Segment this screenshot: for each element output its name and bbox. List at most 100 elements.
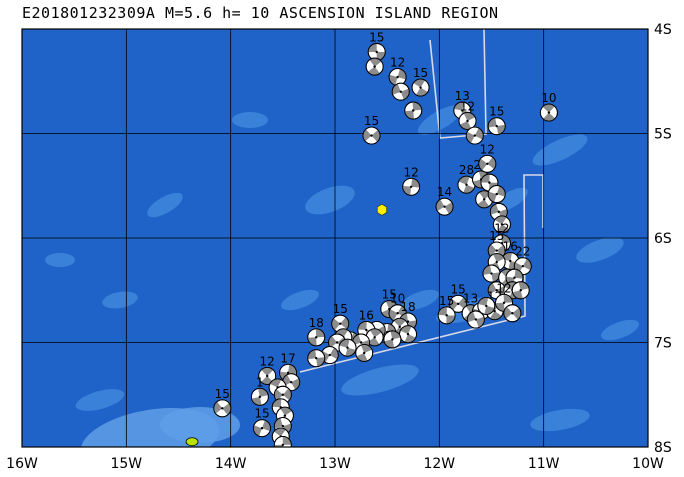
map-area: 1512151513121510121428211212151622151513… [22,29,648,447]
focal-mechanism: 15 [437,294,456,325]
latitude-tick-label: 4S [654,22,672,38]
focal-mechanism: 14 [435,185,454,216]
depth-label: 14 [437,185,452,199]
island-shape [185,437,199,447]
bathymetry-feature [417,105,463,135]
boundary-segment [299,174,544,373]
latitude-tick-label: 7S [654,336,672,352]
map-title: E201801232309A M=5.6 h= 10 ASCENSION ISL… [22,4,499,22]
focal-mechanism: 15 [362,114,381,145]
depth-label: 15 [439,294,454,308]
focal-mechanism: 12 [478,142,497,173]
focal-mechanism [391,82,410,101]
depth-label: 15 [382,288,397,302]
bathymetry-feature [102,291,138,309]
island-marker [185,437,199,447]
depth-label: 22 [515,245,530,259]
bathymetry-feature [601,319,639,341]
depth-label: 12 [480,142,495,156]
longitude-tick-label: 11W [528,456,560,472]
focal-mechanism [487,185,506,204]
depth-label: 15 [254,407,269,421]
depth-label: 15 [215,387,230,401]
depth-label: 12 [390,56,405,70]
longitude-tick-label: 15W [110,456,142,472]
focal-mechanism [482,264,501,283]
focal-mechanism [399,325,417,344]
map-grid [22,29,648,447]
bathymetry-feature [341,364,419,396]
depth-label: 13 [463,292,478,306]
depth-label: 15 [450,282,465,296]
depth-label: 15 [364,114,379,128]
longitude-labels: 16W 15W 14W 13W 12W 11W 10W [6,456,664,472]
depth-label: 15 [489,105,504,119]
latitude-tick-label: 6S [654,231,672,247]
focal-mechanisms: 1512151513121510121428211212151622151513… [213,30,558,447]
focal-mechanism [465,126,484,145]
longitude-tick-label: 13W [319,456,351,472]
depth-label: 12 [404,165,419,179]
event-epicenter [376,204,387,216]
bathymetry-feature [530,408,590,432]
focal-mechanism: 15 [213,387,232,418]
focal-mechanism: 28 [457,163,476,194]
bathymetry-feature [75,389,125,411]
focal-mechanism [511,281,530,300]
depth-label: 15 [333,302,348,316]
focal-mechanism: 15 [331,302,350,333]
depth-label: 15 [489,229,504,243]
focal-mechanism: 12 [388,56,407,87]
latitude-tick-label: 5S [654,127,672,143]
bathymetry-feature [232,112,268,128]
depth-label: 16 [359,308,374,322]
focal-mechanism [503,304,522,323]
focal-mechanism [383,330,402,349]
depth-label: 17 [280,351,295,365]
plate-boundary [299,29,544,373]
focal-mechanism: 13 [453,89,472,120]
focal-mechanism [477,296,496,315]
focal-mechanism: 12 [458,99,477,130]
depth-label: 1 [256,375,264,389]
bathymetry-feature [532,134,588,166]
bathymetry-feature [45,253,75,267]
depth-label: 13 [455,89,470,103]
bathymetry-feature [401,289,439,311]
depth-label: 12 [496,281,511,295]
focal-mechanism: 10 [539,91,558,122]
latitude-tick-label: 8S [654,440,672,456]
bathymetry-feature [305,185,355,215]
focal-mechanism: 15 [367,30,386,61]
focal-mechanism [492,215,511,234]
focal-mechanism [365,328,384,347]
depth-label: 12 [494,222,509,236]
depth-label: 10 [541,91,556,105]
focal-mechanism [338,338,357,357]
latitude-labels: 4S 5S 6S 7S 8S [654,22,672,456]
focal-mechanism: 15 [411,66,430,97]
depth-label: 28 [459,163,474,177]
depth-label: 10 [390,292,405,306]
focal-mechanism: 15 [253,407,271,438]
event-marker [376,204,387,216]
longitude-tick-label: 14W [215,456,247,472]
longitude-tick-label: 10W [632,456,664,472]
focal-mechanism: 12 [258,354,277,385]
focal-mechanism [404,101,423,120]
focal-mechanism [273,435,292,447]
focal-mechanism: 12 [402,165,421,196]
focal-mechanism: 1 [250,375,269,406]
depth-label: 12 [460,99,475,113]
focal-mechanism: 18 [307,316,326,347]
focal-mechanism [466,310,485,329]
depth-label: 18 [400,300,415,314]
focal-mechanism [273,385,292,404]
focal-mechanism [355,344,374,362]
bathymetry-feature [576,237,624,263]
focal-mechanism: 15 [487,105,506,136]
depth-label: 15 [413,66,428,80]
depth-label: 12 [260,354,275,368]
depth-label: 16 [503,239,518,253]
